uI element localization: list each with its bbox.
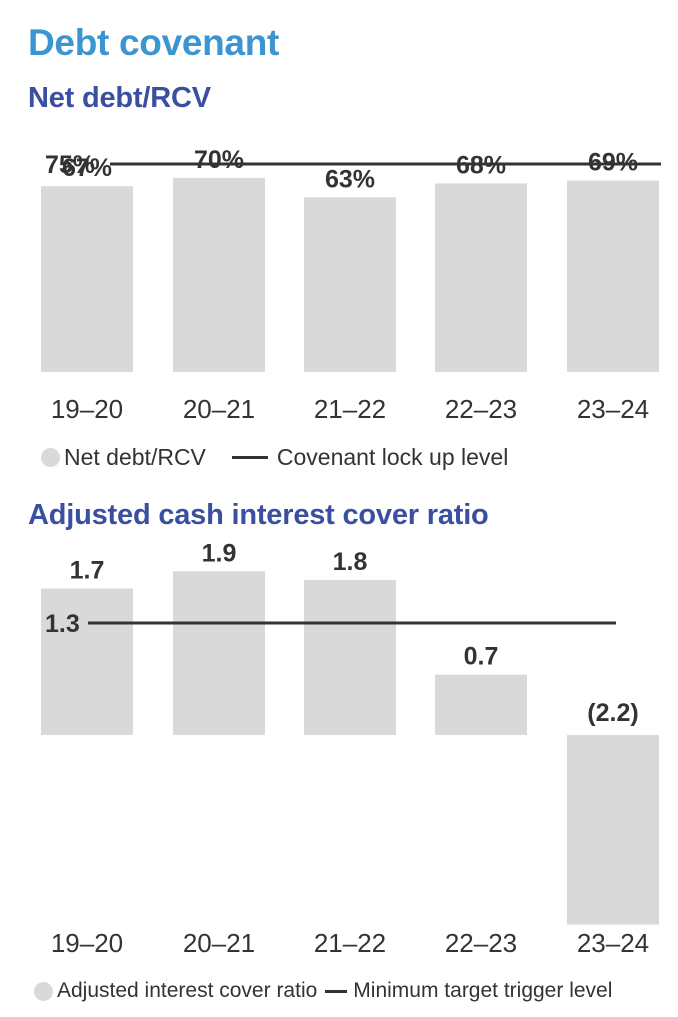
chart2-data-label: 1.9: [202, 539, 237, 567]
chart1-bar: [567, 180, 659, 372]
chart2-title: Adjusted cash interest cover ratio: [28, 499, 489, 531]
chart1-data-label: 63%: [325, 165, 375, 193]
chart1-tick-label: 23–24: [577, 394, 649, 424]
chart2-bar: [173, 571, 265, 735]
chart1-tick-label: 19–20: [51, 394, 123, 424]
chart2-data-label: 1.7: [70, 557, 105, 585]
chart2-bar: [304, 579, 396, 735]
chart1-bar: [173, 177, 265, 372]
legend-series-label: Net debt/RCV: [64, 444, 206, 470]
legend-line-label: Minimum target trigger level: [353, 979, 613, 1002]
chart2-tick-label: 19–20: [51, 928, 123, 958]
chart1-data-label: 70%: [194, 146, 244, 174]
chart2-data-label: (2.2): [587, 699, 638, 727]
page-title: Debt covenant: [28, 22, 280, 63]
chart2-reference-label: 1.3: [45, 610, 80, 638]
legend-bar-swatch: [41, 448, 60, 467]
chart1-tick-label: 21–22: [314, 394, 386, 424]
chart2-tick-label: 20–21: [183, 928, 255, 958]
legend-line-swatch: [325, 989, 348, 993]
chart2-legend: Adjusted interest cover ratio Minimum ta…: [34, 979, 612, 1003]
chart1-tick-label: 22–23: [445, 394, 517, 424]
chart1-tick-label: 20–21: [183, 394, 255, 424]
chart2-bar: [435, 674, 527, 735]
chart2-tick-label: 21–22: [314, 928, 386, 958]
legend-series-label: Adjusted interest cover ratio: [57, 979, 318, 1002]
chart2-data-label: 0.7: [464, 643, 499, 671]
chart1-bar: [41, 186, 133, 372]
chart2-tick-label: 22–23: [445, 928, 517, 958]
legend-line-label: Covenant lock up level: [276, 444, 509, 470]
legend-bar-swatch: [34, 981, 53, 1001]
chart1-legend: Net debt/RCV Covenant lock up level: [41, 444, 508, 471]
chart1-title: Net debt/RCV: [28, 82, 211, 114]
chart1-reference-label: 75%: [45, 151, 95, 179]
chart1-bar: [304, 197, 396, 372]
chart2-bar: [41, 588, 133, 735]
chart2-tick-label: 23–24: [577, 928, 649, 958]
chart1-bar: [435, 183, 527, 372]
chart2-bar: [567, 735, 659, 925]
legend-line-swatch: [231, 456, 268, 459]
chart1-data-label: 67%: [62, 154, 112, 182]
chart2-data-label: 1.8: [333, 548, 368, 576]
